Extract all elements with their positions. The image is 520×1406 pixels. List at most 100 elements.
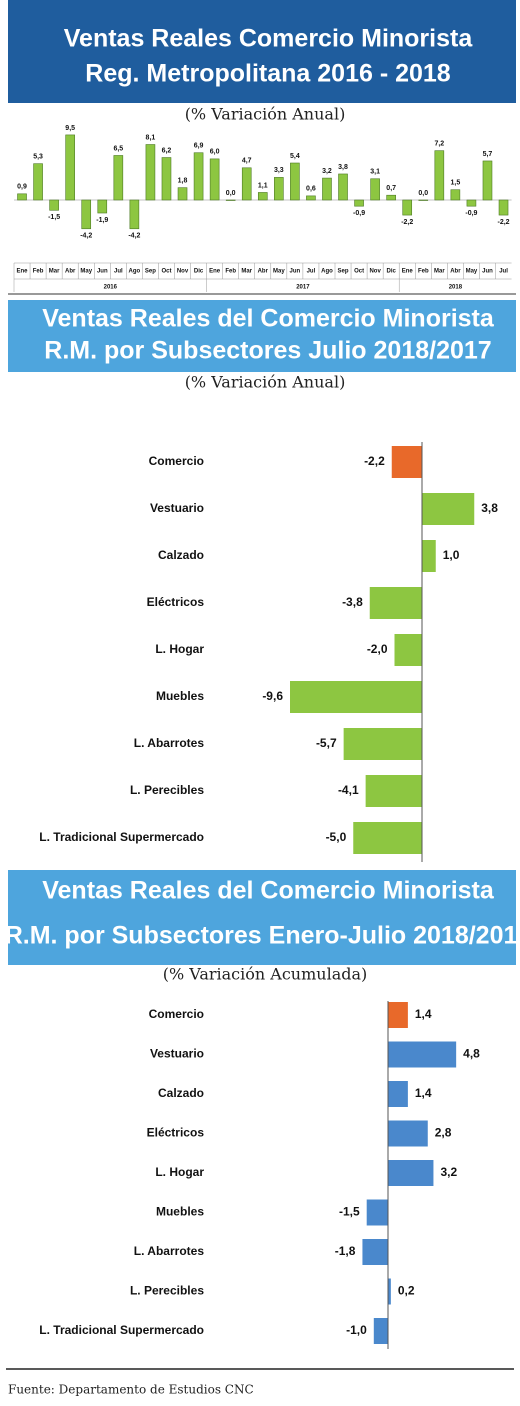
category-label: L. Abarrotes <box>134 1244 205 1258</box>
month-label: May <box>80 269 92 275</box>
month-label: May <box>466 269 478 275</box>
value-label: 1,5 <box>451 180 461 187</box>
bar <box>343 728 422 760</box>
chart-subtitle: (% Variación Acumulada) <box>163 965 368 984</box>
month-label: Ene <box>17 269 29 275</box>
value-label: -4,1 <box>338 783 359 797</box>
value-label: -0,9 <box>465 210 477 217</box>
value-label: -0,9 <box>353 210 365 217</box>
category-label: L. Perecibles <box>130 783 204 797</box>
bar <box>290 162 300 201</box>
bar <box>338 173 348 201</box>
month-label: Mar <box>434 269 445 275</box>
month-label: Jun <box>97 269 108 275</box>
bar <box>354 199 364 207</box>
bar <box>193 152 204 201</box>
year-label: 2017 <box>296 285 310 291</box>
category-label: Muebles <box>156 1205 204 1219</box>
value-label: 0,2 <box>398 1284 415 1298</box>
category-label: Muebles <box>156 689 204 703</box>
bar <box>177 187 188 201</box>
value-label: -1,0 <box>346 1323 367 1337</box>
month-label: Abr <box>258 269 269 275</box>
bar <box>145 144 156 201</box>
category-label: L. Perecibles <box>130 1284 204 1298</box>
chart-subtitle: (% Variación Anual) <box>185 105 346 124</box>
value-label: 5,3 <box>33 154 43 161</box>
value-label: 6,2 <box>162 147 172 154</box>
month-label: Ene <box>402 269 414 275</box>
category-label: L. Abarrotes <box>134 736 205 750</box>
bar <box>434 150 445 201</box>
value-label: -2,2 <box>401 219 413 226</box>
month-label: Jul <box>307 269 316 275</box>
category-label: L. Tradicional Supermercado <box>39 830 204 844</box>
value-label: 3,2 <box>440 1165 457 1179</box>
bar <box>209 158 220 201</box>
bar <box>369 587 422 619</box>
bar <box>388 1160 434 1186</box>
month-label: Mar <box>241 269 252 275</box>
value-label: -4,2 <box>80 233 92 240</box>
value-label: 3,8 <box>338 164 348 171</box>
value-label: 7,2 <box>434 141 444 148</box>
month-label: Feb <box>418 269 429 275</box>
bar <box>370 178 380 201</box>
month-label: Ago <box>129 269 141 275</box>
month-label: Ene <box>209 269 221 275</box>
bar <box>129 199 140 230</box>
bar <box>386 194 396 201</box>
value-label: 0,0 <box>418 190 428 197</box>
value-label: -1,9 <box>96 217 108 224</box>
category-label: Comercio <box>149 1007 204 1021</box>
bar <box>388 1120 428 1147</box>
chart-title: Reg. Metropolitana 2016 - 2018 <box>85 60 451 88</box>
header-band <box>8 870 516 965</box>
month-label: Nov <box>177 269 189 275</box>
month-label: Jun <box>482 269 493 275</box>
value-label: -1,5 <box>339 1205 360 1219</box>
category-label: Eléctricos <box>147 595 205 609</box>
month-label: Feb <box>225 269 236 275</box>
chart-title: Ventas Reales del Comercio Minorista <box>42 877 495 905</box>
bar <box>97 199 108 214</box>
value-label: 3,2 <box>322 168 332 175</box>
bar <box>418 199 429 201</box>
bar <box>422 493 475 525</box>
value-label: -9,6 <box>262 689 283 703</box>
bar <box>49 199 59 211</box>
bar <box>17 193 27 201</box>
month-label: Sep <box>145 269 156 275</box>
bar <box>388 1278 391 1305</box>
bar <box>353 822 422 854</box>
year-label: 2016 <box>104 285 118 291</box>
value-label: 3,1 <box>370 169 380 176</box>
bar <box>402 199 413 216</box>
value-label: 0,6 <box>306 186 316 193</box>
bar <box>362 1239 388 1265</box>
month-label: Ago <box>321 269 333 275</box>
value-label: 0,7 <box>386 185 396 192</box>
bar <box>161 157 172 201</box>
month-label: Jul <box>114 269 123 275</box>
value-label: 0,0 <box>226 190 236 197</box>
bar <box>366 1199 388 1226</box>
bar <box>33 163 43 201</box>
category-label: Eléctricos <box>147 1126 205 1140</box>
bar <box>306 195 316 201</box>
value-label: -5,7 <box>316 736 337 750</box>
header-band <box>8 0 516 103</box>
month-label: Oct <box>161 269 171 275</box>
bar <box>65 134 75 201</box>
year-label: 2018 <box>449 285 463 291</box>
category-label: Vestuario <box>150 501 204 515</box>
value-label: 1,1 <box>258 182 268 189</box>
chart-title: Ventas Reales del Comercio Minorista <box>42 305 495 333</box>
value-label: -2,2 <box>497 219 509 226</box>
bar <box>482 160 493 201</box>
bar <box>391 446 422 478</box>
bar <box>322 177 332 201</box>
value-label: -2,2 <box>364 454 385 468</box>
value-label: 6,0 <box>210 149 220 156</box>
month-label: Sep <box>338 269 349 275</box>
